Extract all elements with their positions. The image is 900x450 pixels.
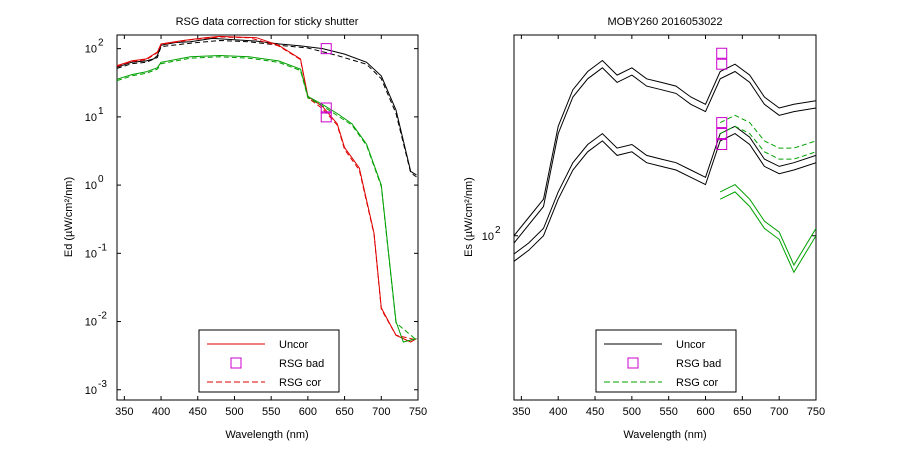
right-series-line [719, 114, 816, 149]
right-series-line [514, 67, 816, 244]
left-series-line [117, 56, 417, 341]
left-legend-label: Uncor [279, 339, 309, 351]
right-legend-label: RSG cor [676, 377, 719, 389]
left-x-tick-label: 400 [152, 406, 170, 418]
left-x-tick-label: 500 [225, 406, 243, 418]
left-y-tick-exponent: -2 [98, 311, 107, 322]
left-rsg-bad-marker [320, 43, 332, 55]
right-series-line [719, 125, 816, 160]
left-rsg-bad-marker [320, 111, 332, 123]
left-x-tick-label: 750 [409, 406, 427, 418]
right-x-axis-label: Wavelength (nm) [623, 429, 706, 441]
right-y-tick-exponent: 2 [495, 225, 501, 236]
left-y-tick-label: 10 [85, 317, 97, 329]
left-chart: RSG data correction for sticky shutter 3… [63, 16, 427, 441]
left-y-tick-label: 10 [85, 180, 97, 192]
right-y-tick-label: 10 [482, 231, 494, 243]
left-legend-label: RSG bad [279, 358, 324, 370]
right-x-tick-label: 700 [770, 406, 788, 418]
right-series-line [719, 191, 816, 274]
right-x-tick-label: 400 [549, 406, 567, 418]
left-x-tick-label: 700 [372, 406, 390, 418]
left-y-tick-label: 10 [85, 385, 97, 397]
right-x-tick-label: 350 [512, 406, 530, 418]
right-series-line [514, 125, 816, 255]
right-rsg-bad-marker [716, 117, 728, 129]
right-x-tick-label: 750 [807, 406, 825, 418]
right-x-tick-label: 500 [623, 406, 641, 418]
left-legend-label: RSG cor [279, 377, 322, 389]
left-series-line [117, 39, 417, 178]
right-legend: Uncor RSG bad RSG cor [595, 329, 737, 393]
left-y-tick-exponent: 2 [98, 38, 104, 49]
right-chart-title: MOBY260 2016053022 [608, 16, 723, 28]
right-series-line [514, 133, 816, 262]
right-y-axis-label: Es (µW/cm²/nm) [463, 177, 475, 257]
left-y-tick-label: 10 [85, 112, 97, 124]
left-rsg-bad-marker [320, 102, 332, 114]
left-x-axis-label: Wavelength (nm) [225, 429, 308, 441]
right-series-group [514, 59, 816, 274]
left-chart-title: RSG data correction for sticky shutter [176, 16, 359, 28]
left-y-axis-label: Ed (µW/cm²/nm) [63, 177, 75, 257]
right-rsg-bad-marker [716, 128, 728, 140]
right-series-line [719, 183, 816, 267]
right-legend-swatch [627, 357, 639, 369]
left-x-tick-label: 600 [299, 406, 317, 418]
left-y-tick-exponent: 0 [98, 174, 104, 185]
left-y-tick-exponent: 1 [98, 106, 104, 117]
left-series-group [117, 35, 417, 343]
right-series-line [514, 59, 816, 237]
right-rsg-bad-marker [716, 58, 728, 70]
left-legend-box [198, 329, 340, 393]
left-y-tick-label: 10 [85, 248, 97, 260]
right-legend-box [595, 329, 737, 393]
left-legend: Uncor RSG bad RSG cor [198, 329, 340, 393]
left-series-line [117, 37, 417, 176]
right-x-tick-label: 550 [660, 406, 678, 418]
right-legend-label: RSG bad [676, 358, 721, 370]
left-x-tick-label: 350 [115, 406, 133, 418]
right-rsg-bad-marker [716, 139, 728, 150]
right-x-tick-label: 650 [733, 406, 751, 418]
left-x-tick-label: 650 [335, 406, 353, 418]
left-series-line [117, 36, 417, 341]
left-y-tick-label: 10 [85, 44, 97, 56]
left-y-tick-exponent: -1 [98, 242, 107, 253]
left-y-tick-exponent: -3 [98, 379, 107, 390]
left-x-tick-label: 450 [189, 406, 207, 418]
right-rsg-bad-marker [716, 47, 728, 59]
right-x-tick-label: 450 [586, 406, 604, 418]
right-chart: MOBY260 2016053022 350 400 450 500 550 600 650… [463, 16, 825, 441]
right-legend-label: Uncor [676, 339, 706, 351]
right-x-tick-label: 600 [696, 406, 714, 418]
left-x-tick-label: 550 [262, 406, 280, 418]
left-legend-swatch [230, 357, 242, 369]
